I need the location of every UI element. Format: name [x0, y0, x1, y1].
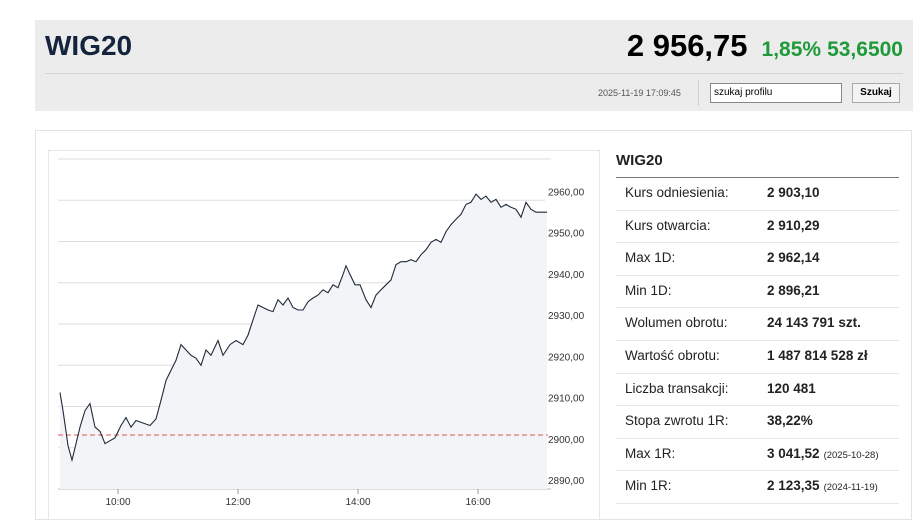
value-text: 120 481 — [767, 380, 816, 396]
row-label: Kurs odniesienia: — [625, 185, 729, 200]
search-button[interactable]: Szukaj — [852, 83, 900, 103]
row-label: Liczba transakcji: — [625, 380, 729, 396]
row-value: 2 123,35 (2024-11-19) — [767, 471, 878, 503]
separator — [698, 80, 699, 106]
row-note: (2025-10-28) — [823, 449, 879, 461]
price: 2 956,75 — [626, 28, 748, 63]
value-text: 3 041,52 — [767, 445, 820, 461]
x-tick-label: 10:00 — [105, 497, 130, 508]
separator — [45, 73, 903, 74]
row-value: 38,22% — [767, 406, 813, 436]
table-row: Min 1R: 2 123,35 (2024-11-19) — [616, 471, 899, 504]
row-label: Max 1D: — [625, 250, 676, 266]
x-tick-label: 14:00 — [345, 497, 370, 508]
timestamp: 2025-11-19 17:09:45 — [598, 88, 681, 98]
table-title: WIG20 — [616, 150, 899, 178]
value-text: 2 123,35 — [767, 478, 820, 494]
row-value: 3 041,52 (2025-10-28) — [767, 439, 878, 471]
value-text: 2 910,29 — [767, 217, 820, 233]
value-text: 24 143 791 szt. — [767, 315, 861, 331]
value-text: 2 903,10 — [767, 185, 820, 200]
row-value: 2 903,10 — [767, 178, 820, 208]
row-value: 2 896,21 — [767, 276, 820, 306]
row-label: Max 1R: — [625, 445, 676, 461]
row-label: Stopa zwrotu 1R: — [625, 413, 729, 429]
search-input[interactable]: szukaj profilu — [710, 83, 842, 103]
table-row: Wolumen obrotu: 24 143 791 szt. — [616, 308, 899, 341]
value-text: 38,22% — [767, 413, 813, 429]
y-tick-label: 2960,00 — [548, 187, 585, 198]
row-value: 2 910,29 — [767, 211, 820, 241]
row-label: Wolumen obrotu: — [625, 315, 728, 331]
row-value: 2 962,14 — [767, 243, 820, 273]
row-value: 120 481 — [767, 374, 816, 404]
value-text: 2 962,14 — [767, 250, 820, 266]
value-text: 2 896,21 — [767, 282, 820, 298]
x-tick-label: 16:00 — [465, 497, 490, 508]
y-tick-label: 2920,00 — [548, 352, 585, 363]
table-row: Kurs otwarcia: 2 910,29 — [616, 211, 899, 244]
y-tick-label: 2890,00 — [548, 476, 585, 487]
table-row: Min 1D: 2 896,21 — [616, 276, 899, 309]
table-row: Max 1D: 2 962,14 — [616, 243, 899, 276]
stats-table: WIG20 Kurs odniesienia: 2 903,10 Kurs otwa… — [616, 150, 899, 504]
price-line — [59, 193, 547, 463]
value-text: 1 487 814 528 zł — [767, 347, 868, 363]
index-title: WIG20 — [45, 30, 133, 61]
y-tick-label: 2950,00 — [548, 229, 585, 240]
table-row: Wartość obrotu: 1 487 814 528 zł — [616, 341, 899, 374]
header: WIG20 2 956,75 1,85% 53,6500 2025-11-19 17… — [35, 20, 913, 111]
y-tick-label: 2900,00 — [548, 435, 585, 446]
row-label: Min 1D: — [625, 282, 672, 298]
row-label: Wartość obrotu: — [625, 347, 720, 363]
y-tick-label: 2930,00 — [548, 311, 585, 322]
row-value: 24 143 791 szt. — [767, 308, 861, 338]
y-tick-label: 2910,00 — [548, 394, 585, 405]
table-row: Kurs odniesienia: 2 903,10 — [616, 178, 899, 211]
row-label: Kurs otwarcia: — [625, 217, 711, 233]
y-tick-label: 2940,00 — [548, 270, 585, 281]
row-note: (2024-11-19) — [823, 482, 878, 494]
table-row: Stopa zwrotu 1R: 38,22% — [616, 406, 899, 439]
quote: 2 956,75 1,85% 53,6500 — [627, 28, 903, 64]
table-row: Max 1R: 3 041,52 (2025-10-28) — [616, 439, 899, 472]
table-row: Liczba transakcji: 120 481 — [616, 374, 899, 407]
change-pct: 1,85% — [761, 38, 822, 61]
row-label: Min 1R: — [625, 478, 672, 494]
x-tick-label: 12:00 — [225, 497, 250, 508]
change-abs: 53,6500 — [827, 38, 903, 61]
area — [60, 194, 547, 489]
row-value: 1 487 814 528 zł — [767, 341, 868, 371]
